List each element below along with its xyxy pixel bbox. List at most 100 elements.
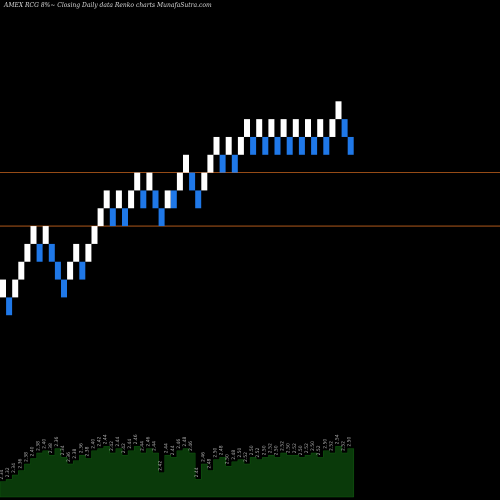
renko-brick-down (195, 190, 202, 209)
renko-brick-up (183, 154, 189, 173)
volume-label: 2.52 (316, 445, 322, 455)
volume-label: 2.52 (267, 443, 273, 453)
volume-label: 2.50 (237, 447, 243, 457)
renko-brick-up (207, 154, 214, 173)
renko-brick-up (30, 226, 37, 244)
volume-label: 2.52 (341, 441, 347, 451)
renko-brick-down (250, 136, 257, 155)
volume-label: 2.38 (48, 443, 54, 453)
volume-label: 2.46 (176, 439, 182, 449)
volume-label: 2.38 (72, 449, 78, 459)
volume-label: 2.42 (109, 441, 115, 451)
volume-label: 2.48 (219, 445, 225, 455)
renko-brick-up (134, 172, 141, 191)
renko-brick-down (286, 136, 293, 155)
volume-label: 2.42 (97, 436, 103, 446)
renko-brick-down (152, 190, 159, 209)
renko-brick-down (79, 261, 86, 280)
volume-label: 2.36 (17, 458, 23, 468)
volume-label: 2.44 (103, 434, 109, 444)
renko-brick-down (6, 297, 13, 316)
volume-label: 2.36 (54, 436, 60, 446)
renko-brick-down (122, 208, 128, 227)
renko-brick-down (323, 136, 330, 155)
volume-label: 2.50 (274, 445, 280, 455)
volume-label: 2.52 (255, 447, 261, 457)
volume-label: 2.44 (139, 441, 145, 451)
volume-label: 2.44 (170, 445, 176, 455)
renko-brick-up (115, 190, 122, 209)
volume-label: 2.50 (322, 439, 328, 449)
renko-brick-up (24, 243, 31, 262)
renko-brick-up (18, 261, 25, 280)
renko-brick-down (189, 172, 196, 191)
volume-label: 2.36 (78, 443, 84, 453)
renko-brick-down (54, 261, 61, 280)
volume-label: 2.52 (292, 443, 298, 453)
volume-label: 2.44 (127, 439, 133, 449)
renko-brick-down (274, 136, 281, 155)
renko-brick-down (311, 136, 318, 155)
renko-brick-up (146, 172, 153, 191)
renko-brick-up (268, 119, 275, 137)
renko-brick-up (335, 101, 342, 120)
volume-label: 2.48 (206, 458, 212, 468)
renko-brick-down (170, 190, 177, 209)
renko-brick-up (128, 190, 135, 209)
volume-label: 2.46 (133, 434, 139, 444)
volume-label: 2.46 (145, 436, 151, 446)
volume-label: 2.50 (310, 441, 316, 451)
renko-brick-up (85, 243, 92, 262)
volume-label: 2.52 (280, 441, 286, 451)
volume-label: 2.44 (194, 467, 200, 477)
renko-brick-up (317, 119, 324, 137)
renko-brick-up (213, 136, 220, 155)
renko-brick-up (97, 208, 104, 227)
renko-brick-down (36, 243, 43, 262)
renko-brick-down (158, 208, 165, 227)
chart-title: AMEX RCG 8%~ Closing Daily data Renko ch… (4, 2, 212, 9)
volume-label: 2.44 (115, 436, 121, 446)
volume-label: 2.52 (328, 441, 334, 451)
volume-label: 2.34 (60, 445, 66, 455)
volume-label: 2.50 (249, 445, 255, 455)
volume-label: 2.40 (91, 439, 97, 449)
volume-label: 2.34 (0, 469, 5, 479)
renko-brick-up (292, 119, 299, 137)
volume-label: 2.38 (36, 441, 42, 451)
volume-label: 2.48 (182, 436, 188, 446)
renko-brick-up (91, 226, 98, 244)
volume-label: 2.44 (164, 443, 170, 453)
renko-brick-up (237, 136, 244, 155)
volume-label: 2.32 (5, 467, 11, 477)
renko-brick-up (244, 119, 250, 137)
renko-brick-up (164, 190, 171, 209)
volume-label: 2.34 (11, 463, 17, 473)
renko-brick-up (256, 119, 263, 137)
renko-brick-down (341, 119, 348, 137)
volume-label: 2.52 (304, 443, 310, 453)
renko-brick-up (12, 279, 19, 298)
volume-label: 2.48 (231, 450, 237, 460)
volume-label: 2.38 (84, 446, 90, 456)
renko-brick-up (0, 279, 6, 298)
volume-label: 2.50 (347, 436, 353, 446)
renko-brick-down (262, 136, 269, 155)
volume-label: 2.54 (335, 434, 341, 444)
volume-label: 2.40 (42, 439, 48, 449)
renko-brick-down (298, 136, 305, 155)
renko-brick-up (225, 136, 232, 155)
volume-area (0, 446, 355, 498)
renko-brick-down (347, 136, 354, 155)
volume-label: 2.42 (121, 443, 127, 453)
renko-brick-down (109, 208, 116, 227)
renko-brick-down (140, 190, 147, 209)
renko-brick-up (103, 190, 110, 209)
renko-brick-down (219, 154, 226, 173)
volume-label: 2.50 (225, 454, 231, 464)
renko-brick-up (42, 226, 49, 244)
renko-brick-up (201, 172, 208, 191)
volume-label: 2.40 (30, 446, 36, 456)
